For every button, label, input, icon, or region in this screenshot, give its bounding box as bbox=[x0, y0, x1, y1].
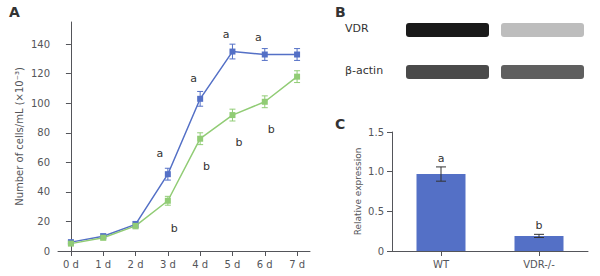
svg-text:120: 120 bbox=[31, 68, 50, 79]
svg-text:β-actin: β-actin bbox=[345, 64, 383, 77]
svg-text:B: B bbox=[335, 4, 346, 20]
svg-text:VDR-/-: VDR-/- bbox=[523, 259, 555, 270]
svg-text:a: a bbox=[223, 28, 230, 41]
svg-text:a: a bbox=[156, 147, 163, 160]
svg-text:Relative expression: Relative expression bbox=[353, 148, 363, 236]
svg-text:VDR: VDR bbox=[345, 22, 369, 35]
svg-text:7 d: 7 d bbox=[289, 259, 305, 270]
svg-text:b: b bbox=[235, 136, 242, 149]
svg-text:0.5: 0.5 bbox=[368, 206, 384, 217]
svg-text:Number of cells/mL (×10⁻³): Number of cells/mL (×10⁻³) bbox=[14, 67, 25, 206]
svg-text:2 d: 2 d bbox=[128, 259, 144, 270]
svg-text:1.0: 1.0 bbox=[368, 166, 384, 177]
svg-text:WT: WT bbox=[433, 259, 450, 270]
svg-text:1 d: 1 d bbox=[95, 259, 111, 270]
svg-text:6 d: 6 d bbox=[257, 259, 273, 270]
svg-text:a: a bbox=[255, 31, 262, 44]
svg-text:140: 140 bbox=[31, 39, 50, 50]
svg-text:b: b bbox=[268, 123, 275, 136]
svg-text:A: A bbox=[9, 4, 20, 20]
svg-text:3 d: 3 d bbox=[160, 259, 176, 270]
svg-text:80: 80 bbox=[37, 127, 50, 138]
svg-text:b: b bbox=[171, 222, 178, 235]
svg-text:0 d: 0 d bbox=[63, 259, 79, 270]
svg-text:1.5: 1.5 bbox=[368, 127, 384, 138]
svg-text:0: 0 bbox=[378, 246, 384, 257]
svg-text:4 d: 4 d bbox=[192, 259, 208, 270]
svg-text:b: b bbox=[536, 219, 543, 232]
svg-text:a: a bbox=[438, 152, 445, 165]
svg-text:C: C bbox=[335, 116, 345, 132]
svg-text:b: b bbox=[203, 160, 210, 173]
svg-text:40: 40 bbox=[37, 186, 50, 197]
svg-text:a: a bbox=[190, 72, 197, 85]
svg-text:20: 20 bbox=[37, 216, 50, 227]
svg-text:5 d: 5 d bbox=[225, 259, 241, 270]
svg-text:0: 0 bbox=[44, 246, 50, 257]
svg-text:60: 60 bbox=[37, 157, 50, 168]
svg-text:100: 100 bbox=[31, 98, 50, 109]
